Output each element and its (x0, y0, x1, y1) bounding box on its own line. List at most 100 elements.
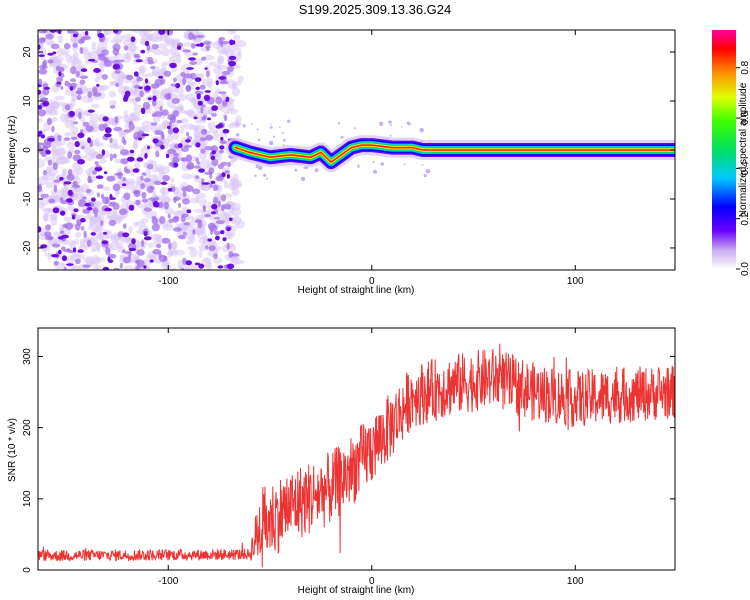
noise-speck (226, 263, 235, 270)
noise-speck (100, 220, 104, 227)
noise-speck (40, 193, 49, 199)
noise-speck (107, 256, 111, 263)
noise-speck (47, 52, 54, 56)
noise-speck (142, 101, 151, 110)
noise-speck (82, 121, 90, 127)
noise-speck (207, 121, 216, 130)
y-tick-label: 100 (22, 490, 33, 507)
noise-speck (109, 153, 113, 162)
noise-speck (104, 207, 112, 212)
noise-speck (185, 240, 194, 245)
noise-speck (117, 171, 123, 180)
noise-speck (102, 116, 109, 122)
noise-speck (50, 43, 60, 50)
noise-speck (125, 169, 131, 174)
colorbar-label: Normalized spectral amplitude (738, 82, 749, 217)
noise-speck (130, 36, 136, 43)
noise-speck (211, 105, 218, 111)
noise-speck (108, 202, 116, 207)
noise-speck (144, 78, 149, 84)
noise-speck (423, 174, 427, 178)
noise-speck (159, 105, 163, 112)
noise-speck (127, 156, 135, 162)
noise-speck (200, 56, 207, 61)
noise-speck (217, 163, 224, 170)
noise-speck (173, 152, 179, 157)
noise-speck (84, 202, 91, 207)
noise-speck (163, 201, 170, 210)
noise-speck (71, 264, 80, 270)
noise-speck (101, 149, 105, 156)
noise-speck (70, 136, 78, 140)
noise-speck (138, 65, 147, 74)
noise-speck (88, 148, 97, 158)
noise-speck (59, 230, 65, 234)
noise-speck (64, 239, 76, 246)
noise-speck (215, 80, 219, 86)
noise-speck (63, 266, 67, 270)
noise-speck (185, 84, 191, 92)
noise-speck (121, 183, 127, 186)
noise-speck (103, 57, 109, 63)
noise-speck (170, 177, 175, 183)
snr-xlabel: Height of straight line (km) (298, 585, 415, 596)
noise-speck (205, 70, 210, 78)
noise-speck (148, 197, 155, 201)
noise-speck (128, 225, 133, 233)
noise-speck (74, 223, 81, 231)
noise-speck (97, 53, 105, 58)
noise-speck (220, 230, 225, 235)
noise-speck (97, 33, 105, 38)
noise-speck (217, 211, 228, 219)
noise-speck (194, 165, 201, 169)
noise-speck (96, 192, 100, 198)
noise-speck (167, 148, 177, 155)
noise-speck (74, 258, 81, 265)
noise-speck (61, 255, 68, 262)
noise-speck (279, 126, 281, 128)
noise-speck (38, 185, 43, 193)
noise-speck (114, 116, 119, 124)
noise-speck (211, 158, 219, 167)
noise-speck (407, 122, 411, 126)
noise-speck (153, 48, 163, 56)
noise-speck (294, 168, 298, 172)
noise-speck (170, 53, 177, 58)
noise-speck (38, 130, 43, 135)
noise-speck (161, 64, 167, 71)
noise-speck (160, 144, 165, 150)
noise-speck (201, 77, 213, 87)
noise-speck (224, 234, 231, 240)
noise-speck (136, 157, 144, 162)
noise-speck (173, 215, 179, 221)
noise-speck (147, 97, 152, 101)
noise-speck (210, 180, 216, 184)
noise-speck (273, 135, 276, 138)
noise-speck (156, 43, 168, 49)
noise-speck (92, 86, 98, 94)
noise-speck (186, 67, 195, 70)
noise-speck (193, 208, 204, 213)
noise-speck (46, 99, 58, 109)
noise-speck (151, 223, 160, 232)
noise-speck (60, 48, 70, 54)
noise-speck (185, 154, 192, 163)
noise-speck (269, 140, 274, 146)
noise-speck (50, 217, 58, 226)
noise-speck (201, 220, 207, 228)
noise-speck (181, 173, 194, 180)
noise-speck (113, 33, 124, 44)
noise-speck (175, 249, 186, 256)
noise-speck (212, 184, 219, 191)
spectrogram-xlabel: Height of straight line (km) (298, 285, 415, 296)
noise-speck (231, 180, 240, 191)
noise-speck (119, 236, 132, 243)
noise-speck (38, 145, 43, 153)
noise-speck (135, 199, 141, 206)
noise-speck (151, 217, 159, 225)
noise-speck (55, 65, 61, 72)
noise-speck (114, 70, 121, 74)
noise-speck (66, 255, 74, 265)
noise-speck (95, 153, 104, 160)
